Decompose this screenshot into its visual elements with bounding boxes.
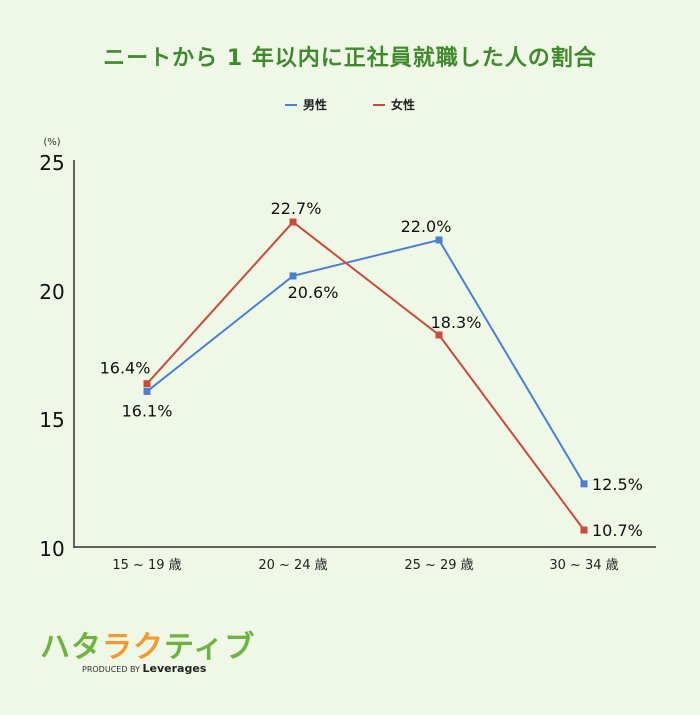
x-tick: 15 ~ 19 歳 [112, 558, 181, 573]
logo: ハタラクティブ PRODUCED BY Leverages [40, 622, 256, 675]
logo-produced-by: PRODUCED BY Leverages [82, 662, 207, 675]
y-tick: 15 [39, 408, 64, 432]
line-chart: (%) 25 20 15 10 15 ~ 19 歳 20 ~ 24 歳 25 ~… [39, 137, 656, 573]
legend: 男性 女性 [0, 96, 700, 113]
series-female: 16.4% 22.7% 18.3% 10.7% [100, 199, 643, 540]
legend-label-female: 女性 [391, 98, 416, 112]
y-tick: 25 [39, 151, 64, 175]
y-axis-unit: (%) [43, 137, 60, 148]
series-male: 16.1% 20.6% 22.0% 12.5% [122, 217, 643, 494]
data-label: 12.5% [592, 475, 643, 494]
data-point-marker [289, 272, 297, 280]
legend-item-male: 男性 [284, 96, 327, 113]
data-point-marker [143, 380, 151, 388]
logo-wordmark: ハタラクティブ [40, 630, 256, 665]
data-point-marker [580, 480, 588, 488]
x-tick: 30 ~ 34 歳 [549, 558, 618, 573]
series-layer: 16.1% 20.6% 22.0% 12.5% 16.4% 22.7% 18.3% 10.7% [100, 199, 643, 540]
data-label: 22.0% [401, 217, 452, 236]
legend-swatch-female [373, 103, 385, 106]
x-tick: 25 ~ 29 歳 [404, 558, 473, 573]
y-tick: 20 [39, 280, 64, 304]
data-point-marker [143, 387, 151, 395]
data-label: 20.6% [288, 283, 339, 302]
x-tick: 20 ~ 24 歳 [258, 558, 327, 573]
data-point-marker [580, 526, 588, 534]
y-tick: 10 [39, 537, 64, 561]
x-axis: 15 ~ 19 歳 20 ~ 24 歳 25 ~ 29 歳 30 ~ 34 歳 [74, 546, 656, 573]
chart-title: ニートから 1 年以内に正社員就職した人の割合 [103, 46, 597, 71]
y-axis: (%) 25 20 15 10 [39, 137, 75, 561]
data-point-marker [435, 236, 443, 244]
data-label: 16.4% [100, 359, 151, 378]
legend-swatch-male [284, 103, 297, 106]
data-point-marker [435, 331, 443, 339]
data-label: 22.7% [271, 199, 322, 218]
legend-item-female: 女性 [373, 96, 415, 113]
legend-label-male: 男性 [302, 98, 327, 112]
data-point-marker [289, 218, 297, 226]
data-label: 18.3% [431, 313, 482, 332]
data-label: 10.7% [592, 521, 643, 540]
data-label: 16.1% [122, 401, 173, 420]
